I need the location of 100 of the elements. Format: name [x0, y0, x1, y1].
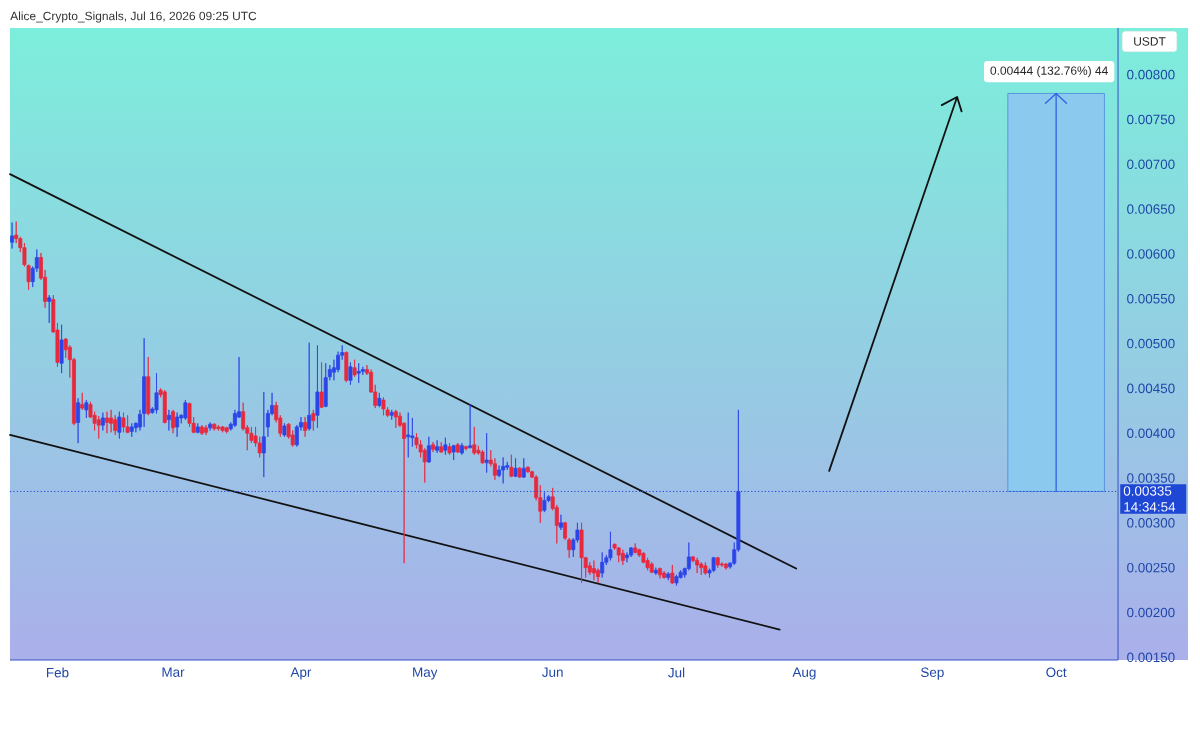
candlestick [319, 361, 324, 409]
candlestick [125, 414, 130, 434]
candlestick [129, 422, 134, 438]
candlestick [208, 422, 213, 431]
candlestick [579, 522, 584, 584]
candlestick [100, 412, 105, 431]
candlestick [171, 409, 175, 434]
candlestick [616, 546, 621, 563]
candlestick [146, 356, 151, 416]
candlestick [443, 437, 448, 456]
x-tick-label: Aug [792, 667, 816, 680]
candlestick [224, 426, 229, 434]
x-tick-label: Jun [542, 667, 563, 677]
y-tick-label: 0.00500 [1127, 338, 1175, 349]
candlestick [715, 556, 720, 569]
candlestick [484, 432, 489, 474]
candlestick [620, 549, 625, 566]
candlestick [513, 457, 518, 478]
candlestick [558, 514, 563, 531]
candlestick [435, 439, 440, 454]
x-tick-label: Mar [162, 667, 185, 677]
candlestick [348, 361, 353, 386]
candlestick [356, 362, 361, 384]
candlestick [220, 425, 225, 433]
candlestick [649, 561, 654, 574]
candlestick [105, 411, 109, 434]
candlestick [501, 457, 506, 484]
candlestick [658, 567, 662, 579]
candlestick [468, 404, 473, 449]
candlestick [695, 557, 700, 574]
candlestick [204, 424, 208, 436]
candlestick [542, 491, 547, 513]
candlestick [109, 409, 114, 433]
candlestick [389, 409, 394, 421]
y-tick-label: 0.00150 [1127, 652, 1175, 663]
candlestick [84, 399, 89, 419]
candlestick [212, 422, 217, 431]
candlestick [724, 562, 728, 570]
candlestick [261, 391, 266, 478]
x-tick-label: Jul [668, 667, 685, 678]
y-tick-label: 0.00250 [1127, 562, 1175, 573]
candlestick [662, 570, 667, 579]
y-tick-label: 0.00400 [1127, 428, 1175, 438]
text: Alice_Crypto_Signals, Jul 16, 2026 09:25 UTC [10, 11, 257, 23]
y-tick-label: 0.00350 [1127, 473, 1175, 483]
candlestick [464, 445, 468, 451]
candlestick [517, 466, 522, 479]
x-tick-label: Apr [290, 667, 312, 680]
candlestick [480, 449, 485, 465]
candlestick [447, 442, 452, 456]
candlestick [426, 436, 431, 464]
candlestick [666, 571, 671, 581]
candlestick [472, 426, 477, 456]
candlestick [315, 344, 320, 429]
y-tick-label: 0.00700 [1127, 159, 1175, 170]
candlestick [59, 324, 64, 374]
candlestick [455, 442, 460, 454]
candlestick [381, 396, 386, 416]
candlestick [175, 412, 180, 438]
candlestick [431, 441, 435, 453]
candlestick [216, 424, 221, 431]
candlestick [509, 454, 514, 478]
y-tick-label: 0.00650 [1127, 204, 1175, 214]
y-tick-label: 0.00600 [1127, 249, 1175, 259]
x-tick-label: Sep [920, 667, 944, 680]
candlestick [166, 409, 171, 431]
candlestick [47, 294, 52, 324]
candlestick [600, 552, 605, 578]
x-tick-label: Feb [46, 667, 69, 678]
candlestick [117, 411, 122, 439]
candlestick [703, 561, 708, 576]
candlestick [303, 416, 308, 438]
line-series [828, 96, 963, 472]
candlestick [183, 399, 188, 421]
candlestick [121, 412, 126, 433]
candlestick [96, 415, 101, 439]
candlestick [10, 222, 15, 249]
candlestick [311, 409, 316, 431]
candlestick [521, 457, 526, 479]
candlestick [142, 337, 147, 428]
x-tick-label: May [413, 667, 438, 680]
candlestick [439, 441, 444, 454]
candlestick [699, 561, 704, 576]
ref-line-label: 0.00335 14:34:54 [1123, 486, 1176, 512]
candlestick [195, 422, 200, 434]
x-tick-label: Oct [1046, 667, 1067, 678]
y-tick-label: 0.00450 [1127, 383, 1175, 394]
candlestick [154, 372, 159, 414]
candlestick [344, 351, 349, 383]
candlestick [633, 543, 638, 554]
candlestick [674, 574, 679, 586]
candlestick [525, 465, 530, 474]
candlestick [282, 422, 287, 438]
candlestick [653, 567, 658, 576]
candlestick [451, 444, 456, 461]
candlestick [307, 342, 312, 431]
candlestick [670, 564, 675, 585]
candlestick [406, 412, 411, 458]
candlestick [76, 397, 81, 444]
y-tick-label: 0.00200 [1127, 607, 1175, 618]
